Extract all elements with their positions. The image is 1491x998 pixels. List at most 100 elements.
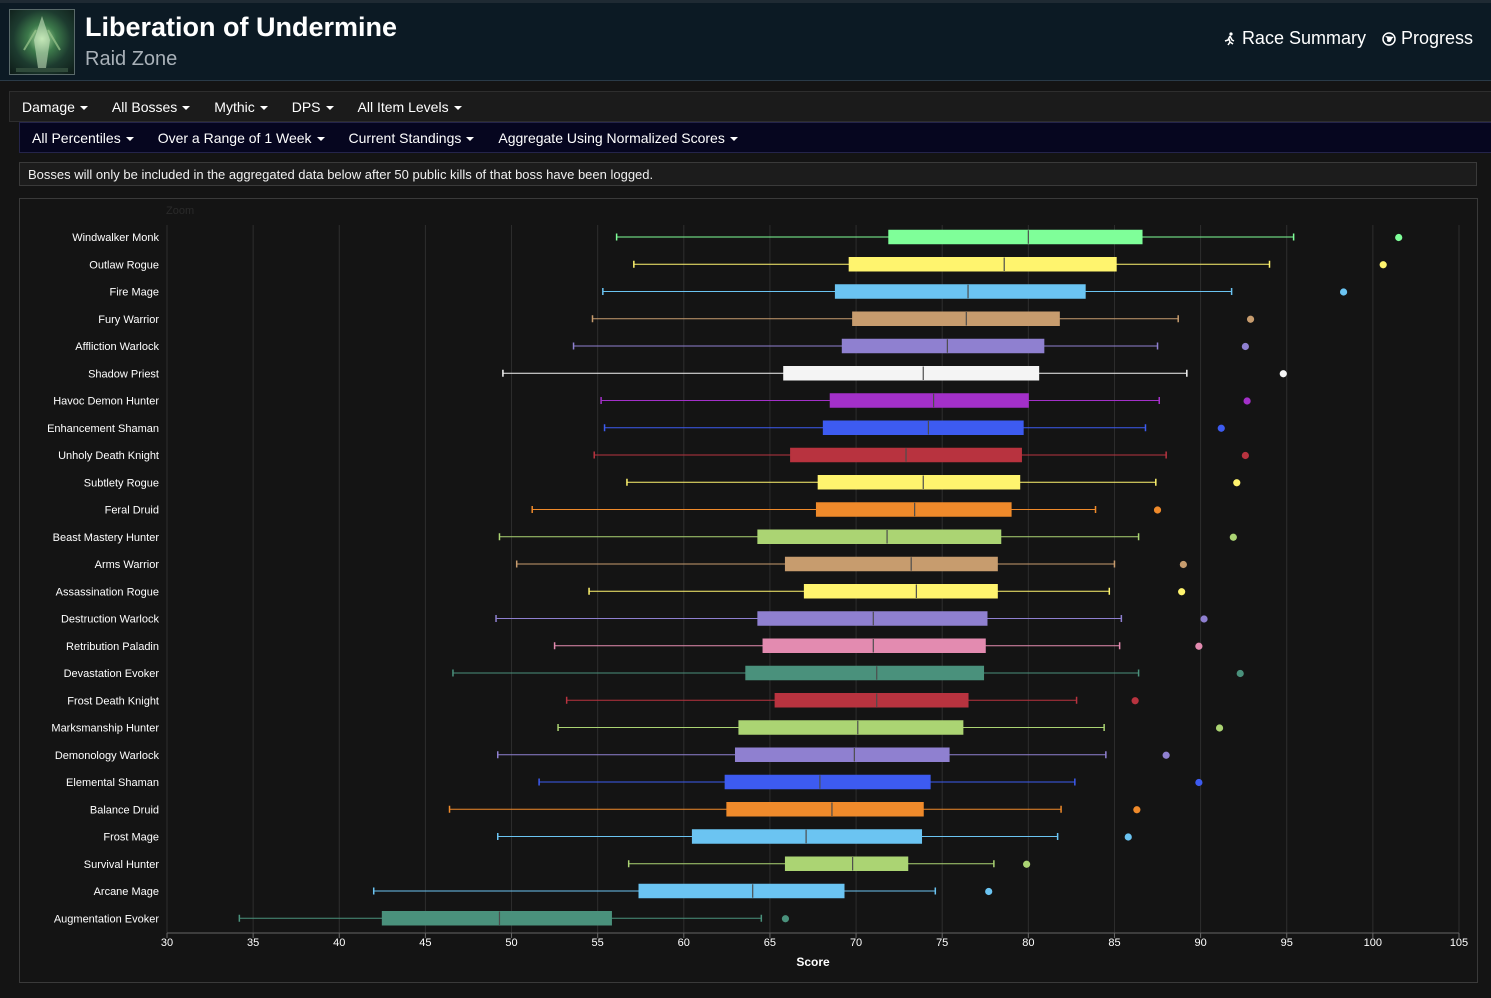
chart-svg: Zoom 30 35 40 45 50 55 60 65 70 75 80 85 90 95 100 105 Sc… xyxy=(47,205,1468,969)
x-tick-label: 65 xyxy=(764,937,776,949)
filter-percentiles-label: All Percentiles xyxy=(32,129,121,146)
outlier-point xyxy=(1131,697,1139,705)
iqr-box xyxy=(841,338,1045,354)
filter-standings-label: Current Standings xyxy=(348,129,462,146)
caret-down-icon xyxy=(316,136,325,141)
outlier-point xyxy=(1162,751,1170,759)
aggregation-notice: Bosses will only be included in the aggr… xyxy=(19,162,1477,186)
filter-percentiles[interactable]: All Percentiles xyxy=(20,130,146,146)
iqr-box xyxy=(815,502,1012,517)
x-tick-label: 30 xyxy=(161,937,173,949)
row-label: Enhancement Shaman xyxy=(47,423,159,435)
outlier-point xyxy=(1179,560,1187,569)
row-label: Balance Druid xyxy=(90,804,159,816)
x-tick-label: 80 xyxy=(1022,937,1034,949)
filter-role[interactable]: DPS xyxy=(280,99,346,115)
header-links: Race Summary Progress xyxy=(1223,28,1473,49)
score-boxplot-chart: Zoom 30 35 40 45 50 55 60 65 70 75 80 85 90 95 100 105 Sc… xyxy=(19,198,1478,983)
filter-time-range[interactable]: Over a Range of 1 Week xyxy=(146,130,337,146)
outlier-point xyxy=(1233,479,1241,487)
row-label: Fire Mage xyxy=(109,287,159,299)
x-tick-label: 95 xyxy=(1281,937,1293,949)
iqr-box xyxy=(726,802,924,817)
outlier-point xyxy=(1217,424,1225,432)
iqr-box xyxy=(638,883,845,899)
row-label: Subtlety Rogue xyxy=(84,477,159,489)
row-label: Augmentation Evoker xyxy=(54,913,160,925)
iqr-box xyxy=(848,257,1117,272)
row-label: Destruction Warlock xyxy=(61,614,160,626)
iqr-box xyxy=(888,229,1143,245)
filter-bar-secondary: All Percentiles Over a Range of 1 Week C… xyxy=(19,122,1491,153)
row-label: Demonology Warlock xyxy=(55,750,160,762)
iqr-box xyxy=(757,611,988,626)
filter-standings[interactable]: Current Standings xyxy=(337,130,487,146)
progress-link[interactable]: Progress xyxy=(1382,28,1473,49)
filter-difficulty[interactable]: Mythic xyxy=(202,99,279,115)
caret-down-icon xyxy=(466,136,475,141)
iqr-box xyxy=(757,529,1002,544)
iqr-box xyxy=(784,856,909,871)
row-label: Windwalker Monk xyxy=(72,232,159,244)
race-summary-link[interactable]: Race Summary xyxy=(1223,28,1366,49)
filter-role-label: DPS xyxy=(291,98,321,115)
iqr-box xyxy=(784,556,998,572)
iqr-box xyxy=(691,829,923,844)
x-tick-label: 90 xyxy=(1194,937,1206,949)
row-label: Survival Hunter xyxy=(84,859,160,871)
outlier-point xyxy=(1124,833,1132,841)
row-label: Marksmanship Hunter xyxy=(51,723,159,735)
iqr-box xyxy=(852,311,1060,326)
top-rule xyxy=(0,0,1491,3)
outlier-point xyxy=(985,887,993,896)
iqr-box xyxy=(817,475,1021,490)
filter-metric[interactable]: Damage xyxy=(10,99,100,115)
zone-subtitle: Raid Zone xyxy=(85,48,178,70)
iqr-box xyxy=(762,638,986,653)
x-tick-label: 45 xyxy=(419,937,431,949)
outlier-point xyxy=(1279,370,1287,378)
filter-time-range-label: Over a Range of 1 Week xyxy=(157,129,312,146)
iqr-box xyxy=(734,747,950,762)
zone-icon xyxy=(9,9,75,75)
x-tick-label: 40 xyxy=(333,937,345,949)
outlier-point xyxy=(1339,288,1348,296)
caret-down-icon xyxy=(453,105,462,110)
filter-aggregate[interactable]: Aggregate Using Normalized Scores xyxy=(486,130,749,146)
outlier-point xyxy=(1243,397,1251,405)
zone-header: Liberation of Undermine Raid Zone Race S… xyxy=(0,0,1491,81)
iqr-box xyxy=(783,366,1040,381)
outlier-point xyxy=(781,915,790,923)
caret-down-icon xyxy=(729,136,738,141)
x-tick-label: 75 xyxy=(936,937,948,949)
iqr-box xyxy=(834,284,1086,299)
outlier-point xyxy=(1229,533,1237,541)
outlier-point xyxy=(1195,778,1203,787)
globe-icon xyxy=(1382,31,1396,46)
outlier-point xyxy=(1178,588,1186,596)
filter-bosses[interactable]: All Bosses xyxy=(100,99,202,115)
row-label: Arms Warrior xyxy=(95,559,160,571)
row-label: Frost Mage xyxy=(103,832,159,844)
outlier-point xyxy=(1153,506,1162,514)
filter-aggregate-label: Aggregate Using Normalized Scores xyxy=(498,129,725,146)
outlier-point xyxy=(1133,806,1141,814)
progress-label: Progress xyxy=(1400,28,1473,48)
outlier-point xyxy=(1379,261,1387,269)
row-label: Frost Death Knight xyxy=(67,695,159,707)
x-tick-label: 100 xyxy=(1364,937,1382,949)
filter-item-levels[interactable]: All Item Levels xyxy=(346,99,474,115)
caret-down-icon xyxy=(325,105,334,110)
outlier-point xyxy=(1395,233,1403,242)
outlier-point xyxy=(1241,451,1249,460)
iqr-box xyxy=(822,420,1024,435)
outlier-point xyxy=(1241,342,1249,351)
caret-down-icon xyxy=(259,105,268,110)
filter-bar-primary: Damage All Bosses Mythic DPS All Item Le… xyxy=(9,91,1491,122)
caret-down-icon xyxy=(79,105,88,110)
row-label: Devastation Evoker xyxy=(64,668,160,680)
caret-down-icon xyxy=(182,105,191,110)
x-tick-label: 55 xyxy=(592,937,604,949)
x-tick-label: 60 xyxy=(678,937,690,949)
zoom-label: Zoom xyxy=(166,205,194,217)
